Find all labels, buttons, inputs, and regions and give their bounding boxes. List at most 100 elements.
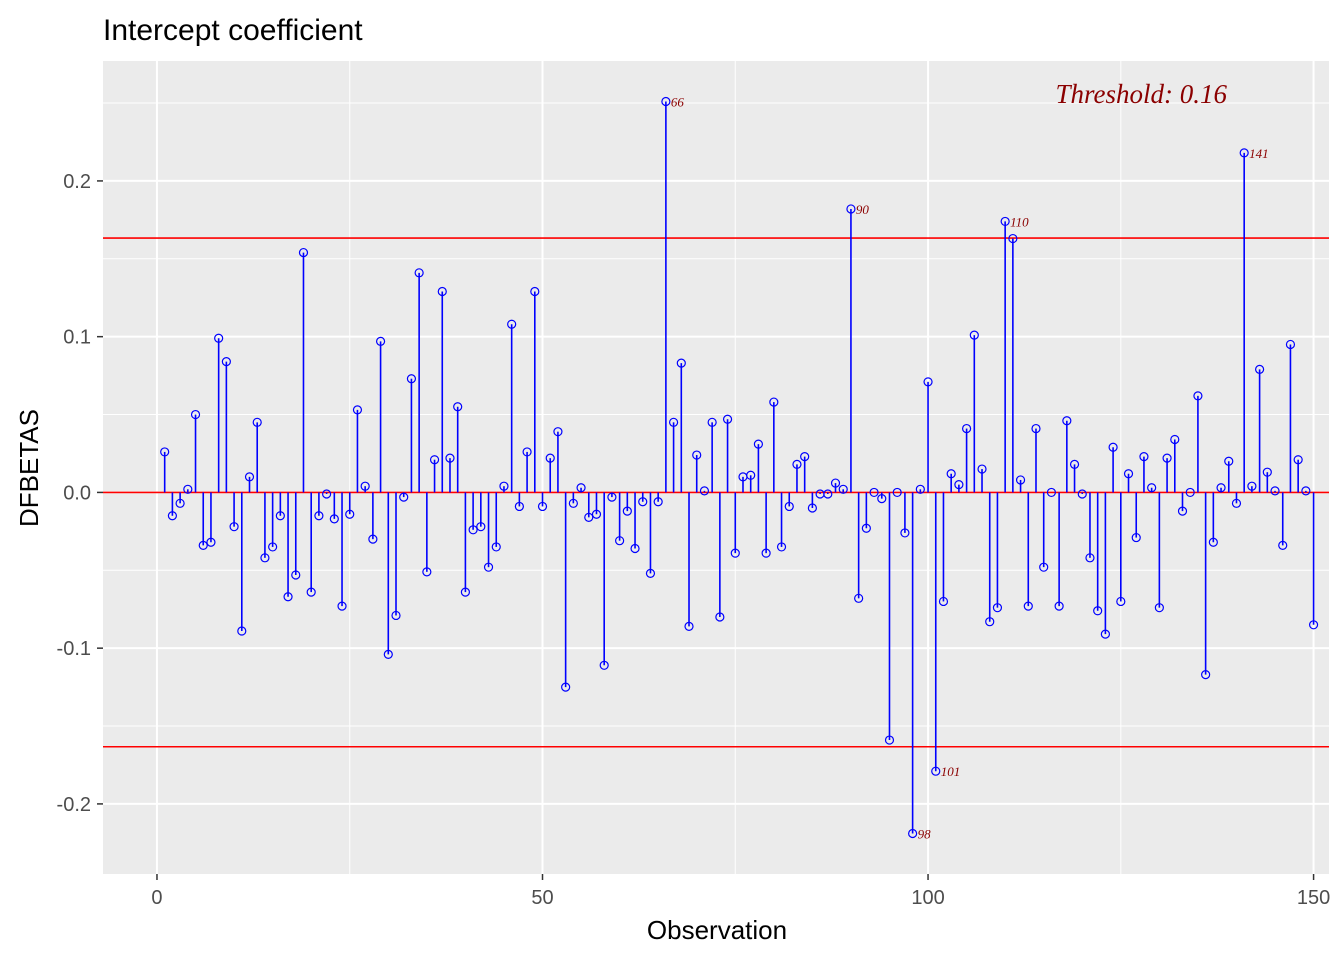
y-tick-label: -0.1 [57,638,91,660]
point-149 [1301,486,1311,496]
point-24 [337,601,347,611]
point-132 [1170,434,1180,445]
point-110 [1000,216,1010,227]
x-tick-label: 150 [1297,887,1330,909]
point-56 [584,512,594,522]
point-124 [1108,442,1118,452]
point-36 [429,455,440,465]
point-25 [345,509,355,519]
point-1 [160,447,170,457]
points [160,96,1319,839]
obs-label-90: 90 [856,202,870,217]
point-82 [784,501,794,512]
point-9 [221,356,231,367]
point-129 [1147,483,1157,493]
point-123 [1100,629,1110,639]
point-99 [915,484,925,494]
point-78 [753,439,764,449]
point-95 [884,735,895,745]
point-27 [360,481,370,491]
point-141 [1239,148,1249,158]
point-67 [668,417,679,427]
point-126 [1123,469,1134,479]
point-10 [229,522,239,532]
x-axis-title: Observation [647,915,787,945]
point-21 [314,511,324,521]
point-8 [214,333,224,343]
point-38 [445,453,455,463]
point-31 [391,610,401,621]
point-35 [422,567,432,577]
point-114 [1031,423,1041,434]
point-37 [437,286,447,297]
point-75 [730,548,740,558]
y-tick-label: -0.2 [57,794,91,816]
point-13 [252,417,262,427]
point-62 [630,543,640,554]
point-33 [406,374,417,384]
point-118 [1062,416,1072,426]
point-15 [268,542,278,552]
point-29 [375,336,386,346]
point-120 [1077,489,1087,499]
point-60 [615,536,625,546]
point-19 [298,247,309,258]
point-66 [661,96,671,107]
point-145 [1270,486,1280,496]
point-146 [1278,540,1288,550]
point-45 [499,481,509,491]
point-90 [846,204,856,214]
point-69 [684,621,694,631]
point-64 [645,568,656,579]
point-101 [931,766,941,776]
point-40 [460,587,471,597]
point-84 [800,451,810,462]
point-6 [198,540,208,550]
point-144 [1262,467,1272,477]
point-3 [175,498,185,508]
point-65 [653,497,663,507]
point-52 [553,427,563,437]
point-59 [607,492,617,502]
point-20 [306,587,316,597]
point-98 [908,828,918,839]
x-tick-label: 0 [151,887,162,909]
point-150 [1308,620,1319,630]
point-148 [1293,455,1303,465]
point-17 [283,592,293,602]
point-7 [206,537,216,547]
point-115 [1039,562,1049,572]
y-axis: -0.2 -0.1 0.0 0.1 0.2 [57,171,103,816]
plot-panel [103,61,1329,874]
point-5 [190,409,201,420]
point-91 [854,593,864,603]
point-88 [830,478,841,488]
point-22 [322,489,332,499]
point-48 [522,447,532,457]
point-138 [1216,483,1226,493]
point-28 [368,534,378,544]
obs-label-66: 66 [671,94,685,109]
point-73 [715,612,725,622]
point-58 [599,660,609,670]
point-108 [985,617,995,627]
point-87 [823,489,833,499]
point-93 [869,487,879,498]
point-103 [946,469,956,479]
point-125 [1116,596,1126,607]
point-55 [576,483,586,493]
point-127 [1131,532,1141,543]
point-4 [183,484,193,494]
point-94 [877,494,887,504]
point-92 [861,523,871,533]
point-130 [1154,603,1164,613]
point-44 [491,542,501,552]
point-70 [692,450,702,460]
chart-title: Intercept coefficient [103,14,363,47]
point-42 [476,522,486,532]
point-116 [1046,487,1057,498]
point-43 [483,562,494,572]
point-79 [761,548,771,558]
y-tick-label: 0.0 [63,482,91,504]
